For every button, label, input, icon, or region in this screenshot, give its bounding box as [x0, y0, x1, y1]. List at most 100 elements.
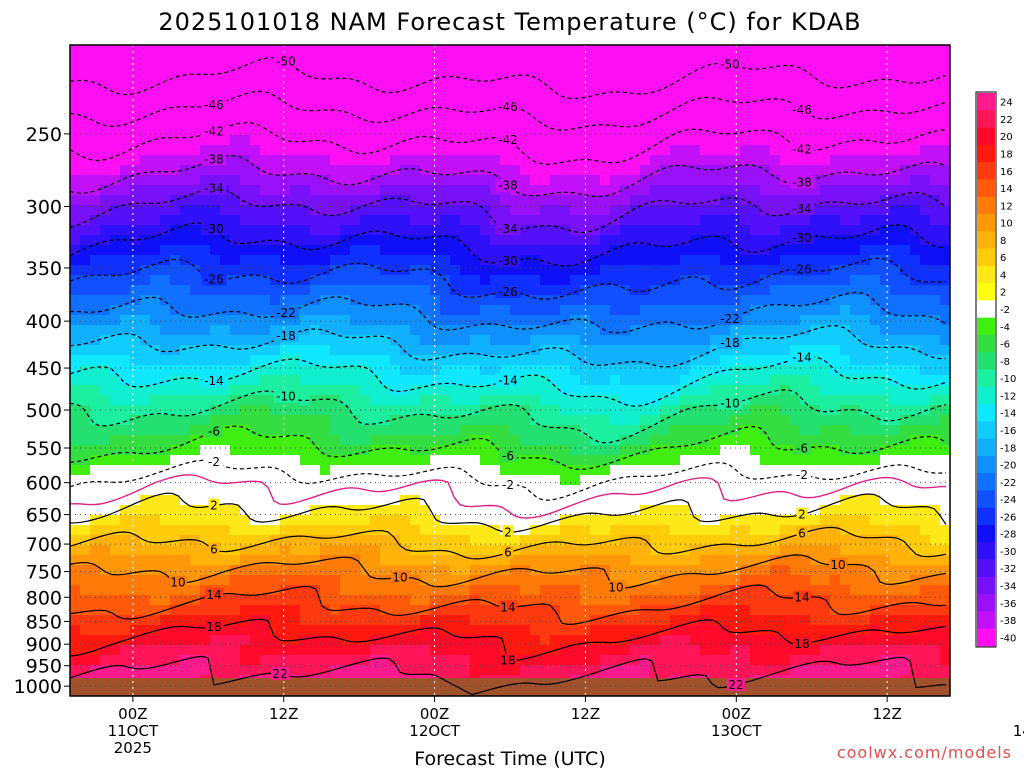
- field-cell: [820, 415, 831, 426]
- field-cell: [690, 475, 701, 486]
- field-cell: [370, 355, 381, 366]
- field-cell: [80, 85, 91, 96]
- field-cell: [520, 395, 531, 406]
- field-cell: [750, 225, 761, 236]
- field-cell: [390, 105, 401, 116]
- field-cell: [740, 105, 751, 116]
- field-cell: [420, 85, 431, 96]
- field-cell: [70, 355, 81, 366]
- field-cell: [80, 505, 91, 516]
- field-cell: [710, 525, 721, 536]
- field-cell: [210, 475, 221, 486]
- field-cell: [610, 315, 621, 326]
- field-cell: [820, 455, 831, 466]
- field-cell: [810, 595, 821, 606]
- field-cell: [530, 425, 541, 436]
- field-cell: [360, 85, 371, 96]
- field-cell: [300, 505, 311, 516]
- field-cell: [440, 535, 451, 546]
- field-cell: [610, 375, 621, 386]
- field-cell: [310, 175, 321, 186]
- field-cell: [440, 245, 451, 256]
- field-cell: [170, 45, 181, 56]
- field-cell: [530, 215, 541, 226]
- field-cell: [390, 85, 401, 96]
- field-cell: [560, 155, 571, 166]
- field-cell: [680, 485, 691, 496]
- field-cell: [700, 105, 711, 116]
- field-cell: [450, 345, 461, 356]
- field-cell: [270, 435, 281, 446]
- field-cell: [610, 225, 621, 236]
- field-cell: [150, 425, 161, 436]
- field-cell: [190, 225, 201, 236]
- field-cell: [820, 505, 831, 516]
- field-cell: [770, 255, 781, 266]
- field-cell: [620, 185, 631, 196]
- field-cell: [120, 505, 131, 516]
- field-cell: [570, 245, 581, 256]
- field-cell: [320, 585, 331, 596]
- field-cell: [110, 295, 121, 306]
- field-cell: [540, 575, 551, 586]
- field-cell: [490, 455, 501, 466]
- field-cell: [220, 655, 231, 666]
- field-cell: [450, 135, 461, 146]
- field-cell: [630, 195, 641, 206]
- field-cell: [500, 165, 511, 176]
- field-cell: [660, 355, 671, 366]
- field-cell: [100, 545, 111, 556]
- field-cell: [110, 515, 121, 526]
- field-cell: [500, 275, 511, 286]
- field-cell: [590, 645, 601, 656]
- field-cell: [760, 555, 771, 566]
- field-cell: [90, 65, 101, 76]
- field-cell: [430, 145, 441, 156]
- field-cell: [240, 535, 251, 546]
- field-cell: [330, 445, 341, 456]
- field-cell: [500, 635, 511, 646]
- field-cell: [180, 185, 191, 196]
- field-cell: [390, 635, 401, 646]
- field-cell: [220, 485, 231, 496]
- field-cell: [280, 355, 291, 366]
- field-cell: [780, 415, 791, 426]
- field-cell: [70, 615, 81, 626]
- field-cell: [400, 465, 411, 476]
- field-cell: [580, 375, 591, 386]
- field-cell: [690, 165, 701, 176]
- field-cell: [110, 245, 121, 256]
- field-cell: [490, 275, 501, 286]
- field-cell: [120, 425, 131, 436]
- field-cell: [210, 255, 221, 266]
- field-cell: [170, 185, 181, 196]
- field-cell: [100, 265, 111, 276]
- field-cell: [650, 395, 661, 406]
- field-cell: [640, 215, 651, 226]
- field-cell: [720, 145, 731, 156]
- field-cell: [260, 585, 271, 596]
- field-cell: [110, 115, 121, 126]
- field-cell: [590, 525, 601, 536]
- field-cell: [380, 575, 391, 586]
- field-cell: [600, 345, 611, 356]
- field-cell: [480, 75, 491, 86]
- field-cell: [200, 235, 211, 246]
- field-cell: [740, 455, 751, 466]
- field-cell: [500, 505, 511, 516]
- field-cell: [80, 205, 91, 216]
- field-cell: [520, 245, 531, 256]
- field-cell: [130, 95, 141, 106]
- field-cell: [130, 465, 141, 476]
- field-cell: [670, 465, 681, 476]
- field-cell: [590, 455, 601, 466]
- field-cell: [650, 185, 661, 196]
- field-cell: [430, 485, 441, 496]
- field-cell: [220, 325, 231, 336]
- field-cell: [150, 305, 161, 316]
- field-cell: [320, 365, 331, 376]
- field-cell: [810, 635, 821, 646]
- field-cell: [580, 445, 591, 456]
- field-cell: [610, 245, 621, 256]
- field-cell: [170, 265, 181, 276]
